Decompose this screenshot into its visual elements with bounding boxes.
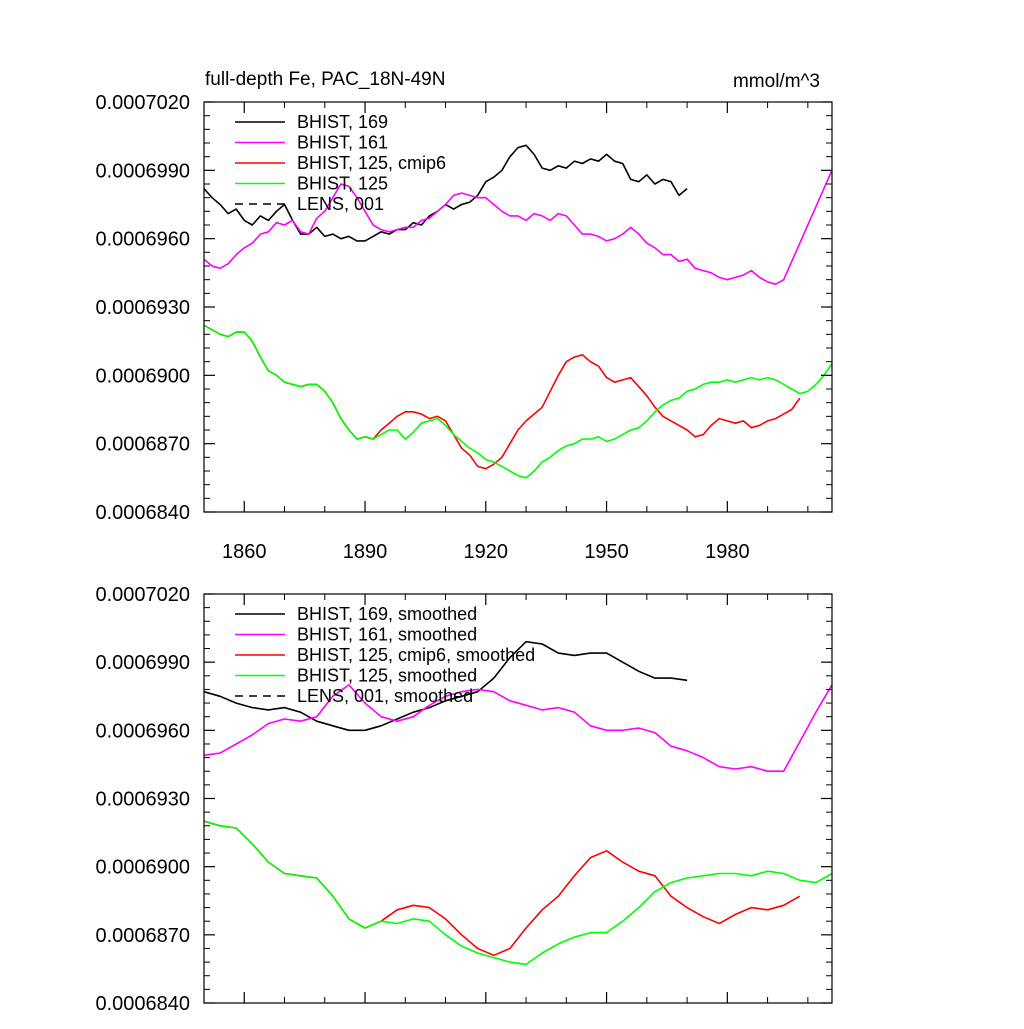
legend-label: LENS, 001, smoothed <box>297 686 473 706</box>
x-tick-label: 1890 <box>343 541 388 563</box>
bottom-panel: 0.0006840 0.0006870 0.0006900 0.0006930 0.00… <box>95 584 833 1015</box>
legend-label: BHIST, 169 <box>297 112 388 132</box>
y-tick-label: 0.0006960 <box>95 720 190 742</box>
top-panel: full-depth Fe, PAC_18N-49N mmol/m^3 0.00… <box>95 69 833 563</box>
legend-label: BHIST, 125, cmip6, smoothed <box>297 645 535 665</box>
x-tick-label: 1920 <box>464 541 509 563</box>
legend-label: BHIST, 161 <box>297 133 388 153</box>
legend-label: BHIST, 125, smoothed <box>297 666 477 686</box>
y-tick-label: 0.0006840 <box>95 502 190 524</box>
x-tick-label: 1950 <box>584 541 629 563</box>
series-line-2 <box>203 820 801 957</box>
series-line-1 <box>203 684 833 773</box>
top-panel-title: full-depth Fe, PAC_18N-49N <box>205 69 445 90</box>
legend-label: BHIST, 161, smoothed <box>297 625 477 645</box>
x-tick-label: 1980 <box>705 541 750 563</box>
y-tick-label: 0.0006870 <box>95 434 190 456</box>
x-tick-label: 1860 <box>222 541 267 563</box>
series-line-3 <box>203 820 833 966</box>
y-tick-label: 0.0006930 <box>95 789 190 811</box>
bottom-series-layer <box>203 640 833 966</box>
y-tick-label: 0.0007020 <box>95 92 190 114</box>
top-series-layer <box>203 144 833 479</box>
legend-label: BHIST, 169, smoothed <box>297 604 477 624</box>
y-tick-label: 0.0006990 <box>95 652 190 674</box>
series-line-0 <box>203 640 688 732</box>
series-line-2 <box>203 324 801 470</box>
y-tick-label: 0.0006900 <box>95 365 190 387</box>
legend-label: BHIST, 125, cmip6 <box>297 153 446 173</box>
y-tick-label: 0.0006840 <box>95 993 190 1015</box>
series-line-3 <box>203 324 833 479</box>
legend-label: BHIST, 125 <box>297 174 388 194</box>
y-tick-label: 0.0006960 <box>95 229 190 251</box>
y-tick-label: 0.0007020 <box>95 584 190 606</box>
y-tick-label: 0.0006930 <box>95 297 190 319</box>
top-panel-units: mmol/m^3 <box>733 71 820 92</box>
series-line-1 <box>203 169 833 286</box>
y-tick-label: 0.0006900 <box>95 857 190 879</box>
y-tick-label: 0.0006990 <box>95 160 190 182</box>
legend-label: LENS, 001 <box>297 194 384 214</box>
top-axis-layer: 0.0006840 0.0006870 0.0006900 0.0006930 0.00… <box>95 92 833 563</box>
y-tick-label: 0.0006870 <box>95 925 190 947</box>
bottom-axis-layer: 0.0006840 0.0006870 0.0006900 0.0006930 0.00… <box>95 584 833 1015</box>
